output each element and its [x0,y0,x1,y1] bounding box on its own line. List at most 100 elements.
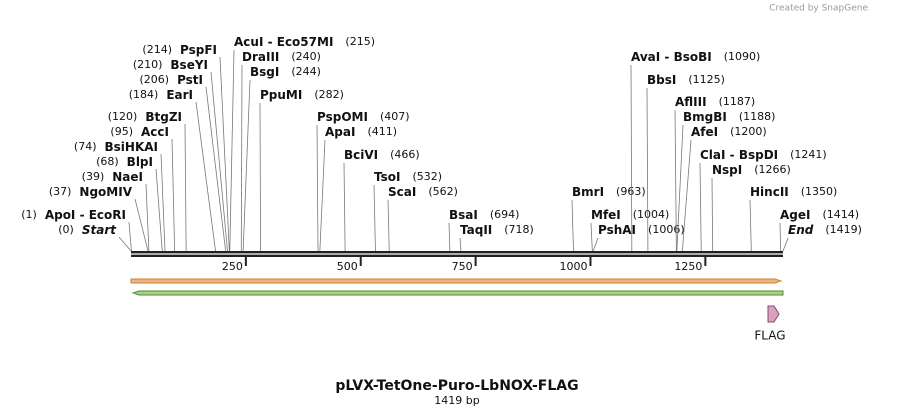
site-position: (210) [133,58,163,71]
site-name: AgeI [780,208,810,222]
site-label: (74) BsiHKAI [74,140,158,154]
site-name: AfeI [691,125,718,139]
site-label: (184) EarI [129,88,193,102]
site-position: (1266) [754,163,791,176]
length: 1419 bp [434,394,479,407]
site-label: BciVI (466) [344,148,420,162]
site-label: End (1419) [788,223,862,237]
site-line [316,124,319,252]
site-line [590,222,593,252]
ruler-tick-label: 500 [337,260,358,273]
site-position: (68) [96,155,119,168]
site-position: (963) [616,185,646,198]
site-name: BbsI [647,73,676,87]
site-line [387,199,390,252]
site-position: (39) [82,170,105,183]
site-name: BsiHKAI [105,140,159,154]
site-position: (95) [110,125,133,138]
site-label: NspI (1266) [712,163,791,177]
site-name: AvaI - BsoBI [631,50,712,64]
site-label: TaqII (718) [460,223,534,237]
site-position: (1414) [822,208,859,221]
site-position: (466) [390,148,420,161]
site-line [319,139,326,252]
site-label: BsgI (244) [250,65,321,79]
site-name: ApaI [325,125,355,139]
site-label: PshAI (1006) [598,223,685,237]
site-line [448,222,451,252]
site-label: BmgBI (1188) [683,110,775,124]
site-position: (240) [291,50,321,63]
site-label: ApaI (411) [325,125,397,139]
site-line [646,87,649,252]
site-line [373,184,376,252]
site-line [242,79,251,252]
site-position: (244) [291,65,321,78]
site-position: (562) [428,185,458,198]
site-position: (718) [504,223,534,236]
site-label: AgeI (1414) [780,208,859,222]
site-line [229,49,235,252]
site-line [674,109,677,252]
site-position: (1419) [825,223,862,236]
site-line [171,138,176,252]
site-line [210,71,228,252]
site-label: (120) BtgZI [108,110,182,124]
site-position: (282) [314,88,344,101]
site-label: (210) BseYI [133,58,208,72]
site-label: AflIII (1187) [675,95,755,109]
site-position: (411) [367,125,397,138]
site-position: (694) [490,208,520,221]
site-line [676,124,684,252]
site-line [681,139,692,252]
site-position: (1006) [648,223,685,236]
feature-label: FLAG [754,329,785,343]
site-name: BsgI [250,65,279,79]
site-line [118,236,132,252]
site-name: NaeI [112,170,143,184]
site-label: (1) ApoI - EcoRI [21,208,126,222]
site-position: (214) [142,43,172,56]
site-name: AccI [141,125,169,139]
site-label: HincII (1350) [750,185,837,199]
site-line [219,56,230,252]
site-position: (0) [58,223,74,236]
site-label: AfeI (1200) [691,125,767,139]
site-name: Start [82,223,117,237]
site-position: (215) [345,35,375,48]
site-label: DraIII (240) [242,50,321,64]
site-position: (1241) [790,148,827,161]
site-label: (95) AccI [110,125,169,139]
site-name: HincII [750,185,789,199]
site-position: (184) [129,88,159,101]
site-name: PstI [177,73,203,87]
site-name: BtgZI [145,110,182,124]
site-label: ScaI (562) [388,185,458,199]
site-line [184,123,187,252]
title: pLVX-TetOne-Puro-LbNOX-FLAG [335,378,578,394]
site-line [259,102,261,252]
site-position: (1090) [724,50,761,63]
site-label: MfeI (1004) [591,208,669,222]
site-line [699,162,702,252]
site-position: (206) [139,73,169,86]
site-line [205,86,227,252]
site-name: AcuI - Eco57MI [234,35,333,49]
site-name: ClaI - BspDI [700,148,778,162]
site-name: BsaI [449,208,478,222]
site-position: (1125) [688,73,725,86]
site-line [459,237,462,252]
site-label: PpuMI (282) [260,88,344,102]
site-name: ApoI - EcoRI [45,208,126,222]
site-line [711,177,714,252]
site-position: (407) [380,110,410,123]
site-label: (214) PspFI [142,43,217,57]
site-name: EarI [166,88,193,102]
site-name: PshAI [598,223,636,237]
site-name: AflIII [675,95,707,109]
site-name: BlpI [127,155,153,169]
site-label: (37) NgoMIV [49,185,133,199]
site-position: (1) [21,208,37,221]
site-name: DraIII [242,50,279,64]
